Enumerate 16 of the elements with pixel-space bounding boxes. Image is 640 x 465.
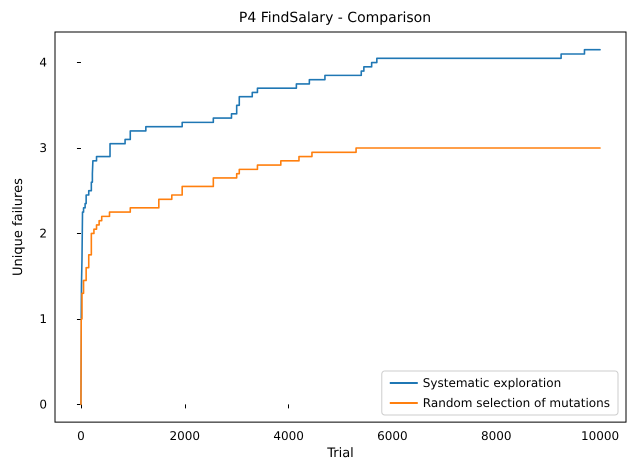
y-tick-label: 1 [39,312,47,326]
y-tick-label: 2 [39,226,47,240]
y-tick-label: 0 [39,397,47,412]
legend-label: Systematic exploration [422,376,562,390]
x-tick-label: 4000 [273,429,304,444]
x-tick-label: 2000 [170,429,200,444]
x-tick-label: 10000 [580,429,620,444]
x-tick-label: 8000 [480,429,512,444]
x-axis-title: Trial [326,446,354,461]
y-axis-title: Unique failures [11,178,26,276]
legend-label: Random selection of mutations [422,396,610,410]
x-tick-label: 6000 [377,429,408,444]
chart-title: P4 FindSalary - Comparison [238,10,432,26]
x-tick-label: 0 [77,429,85,444]
y-tick-label: 3 [39,141,47,156]
y-tick-label: 4 [39,56,47,70]
